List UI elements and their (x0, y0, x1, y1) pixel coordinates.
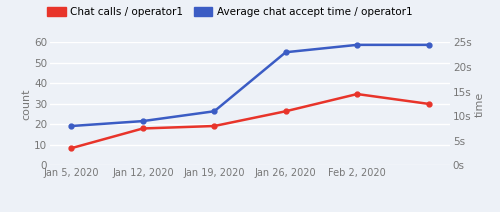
Y-axis label: time: time (474, 91, 484, 117)
Legend: Chat calls / operator1, Average chat accept time / operator1: Chat calls / operator1, Average chat acc… (45, 5, 414, 19)
Y-axis label: count: count (22, 88, 32, 120)
